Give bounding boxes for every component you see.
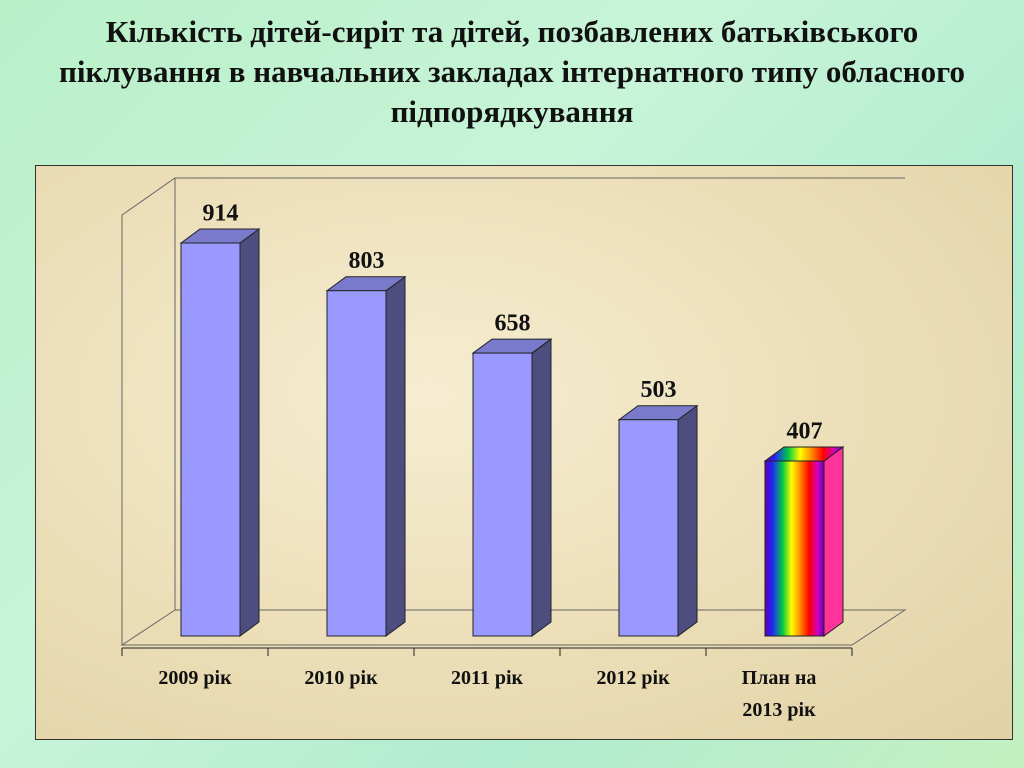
x-tick-label: 2012 рік — [596, 667, 670, 689]
bar-side — [531, 338, 552, 637]
x-tick-label: План на 2013 рік — [741, 667, 817, 721]
bar-side — [385, 275, 406, 637]
bar-side — [239, 228, 260, 637]
x-tick-label: 2010 рік — [304, 667, 378, 689]
x-tick-label: 2011 рік — [450, 667, 524, 689]
bar-front — [764, 460, 825, 637]
bar — [471, 338, 553, 637]
bar-front — [180, 242, 241, 637]
bar — [179, 228, 261, 637]
bar-side — [823, 446, 844, 637]
chart-title: Кількість дітей-сиріт та дітей, позбавле… — [59, 14, 965, 129]
bar — [617, 404, 699, 637]
bar — [763, 446, 845, 637]
bar-front — [326, 290, 387, 637]
bar — [325, 275, 407, 637]
bar-front — [618, 419, 679, 637]
value-label: 503 — [641, 377, 677, 403]
bar-front — [472, 352, 533, 637]
value-label: 803 — [349, 248, 385, 274]
value-label: 407 — [787, 418, 823, 444]
value-label: 658 — [495, 311, 531, 337]
walls — [120, 177, 907, 649]
x-tick-label: 2009 рік — [158, 667, 232, 689]
bar-side — [677, 404, 698, 637]
value-label: 914 — [203, 201, 239, 227]
